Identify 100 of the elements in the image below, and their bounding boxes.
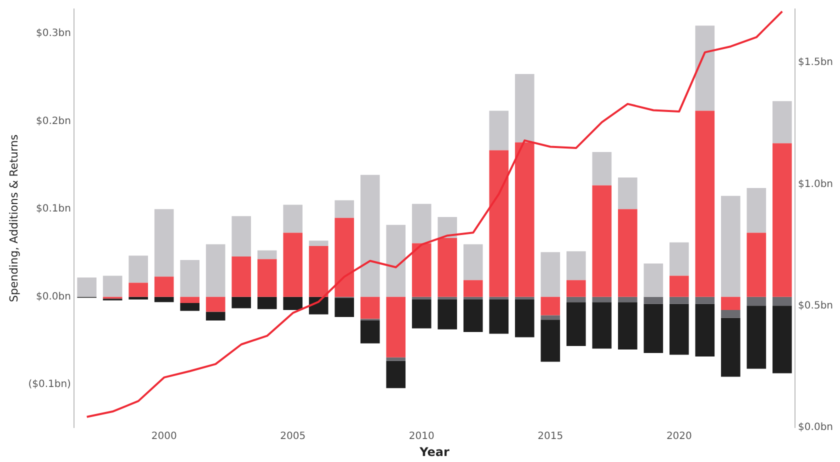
bar: [746, 296, 766, 306]
bar: [514, 74, 534, 142]
bar: [232, 256, 252, 297]
bar: [154, 276, 174, 297]
bar: [128, 282, 148, 297]
y-tick-label: ($0.1bn): [28, 379, 72, 390]
bar: [257, 250, 277, 260]
bar: [566, 302, 586, 346]
bar: [334, 218, 354, 297]
bar: [746, 232, 766, 297]
bar: [566, 251, 586, 280]
bar: [463, 244, 483, 280]
bar: [670, 296, 689, 304]
bar: [644, 263, 664, 297]
y2-tick-label: $0.0bn: [798, 422, 833, 434]
bar: [128, 256, 148, 283]
bar: [180, 260, 200, 297]
bar: [334, 200, 354, 218]
bar: [592, 185, 612, 297]
bar: [180, 296, 200, 303]
bar: [514, 299, 534, 338]
bar: [540, 252, 560, 297]
bar: [438, 238, 458, 297]
bar: [438, 299, 458, 330]
bar: [489, 299, 509, 334]
y2-tick-label: $1.0bn: [798, 178, 833, 190]
bar: [670, 304, 689, 355]
y-tick-label: $0.3bn: [36, 28, 71, 40]
bar: [412, 296, 432, 300]
bar: [695, 304, 715, 357]
bar: [540, 296, 560, 316]
bar: [206, 296, 226, 312]
x-tick-label: 2015: [538, 431, 564, 442]
y-tick-label: $0.2bn: [36, 116, 71, 127]
bar: [463, 280, 483, 297]
bar: [283, 204, 303, 233]
y-tick-label: $0.0bn: [36, 291, 71, 302]
y2-tick-label: $0.5bn: [798, 300, 833, 312]
bar: [592, 296, 612, 302]
bar: [618, 177, 638, 210]
bar: [154, 209, 174, 277]
bar: [721, 296, 740, 310]
bar: [695, 296, 715, 304]
bar: [489, 150, 509, 297]
x-tick-label: 2020: [666, 431, 692, 442]
bar: [463, 299, 483, 332]
bar: [206, 244, 226, 297]
bar: [206, 312, 226, 321]
bar: [308, 246, 328, 297]
y-axis-title: Spending, Additions & Returns: [7, 134, 20, 302]
bar: [721, 318, 740, 377]
bar: [772, 101, 792, 144]
bar: [489, 296, 509, 300]
bar: [360, 174, 380, 297]
bar: [721, 310, 740, 318]
bar: [386, 357, 406, 361]
x-axis-title: Year: [418, 444, 450, 459]
bar: [283, 232, 303, 297]
bar: [772, 306, 792, 374]
bar: [566, 296, 586, 302]
bar: [618, 296, 638, 302]
bar: [180, 302, 200, 311]
bar: [489, 110, 509, 150]
bar: [412, 299, 432, 328]
bar: [670, 276, 689, 297]
bar: [77, 278, 96, 297]
bar: [232, 216, 252, 256]
bar: [128, 296, 148, 300]
bar: [746, 306, 766, 369]
bar: [386, 296, 406, 358]
bar: [232, 296, 252, 308]
bar: [540, 315, 560, 320]
bar: [592, 152, 612, 186]
bar: [772, 143, 792, 297]
bar: [412, 243, 432, 297]
bar: [695, 110, 715, 297]
bar: [463, 296, 483, 300]
bar: [514, 142, 534, 297]
bar: [283, 296, 303, 310]
bar: [644, 296, 664, 304]
bar: [438, 216, 458, 238]
bar: [592, 302, 612, 349]
x-tick-label: 2000: [151, 431, 177, 442]
bar: [386, 224, 406, 297]
x-tick-label: 2010: [408, 431, 434, 442]
bar: [514, 296, 534, 300]
bar: [644, 304, 664, 354]
bar: [746, 188, 766, 233]
bar: [154, 296, 174, 302]
bar: [257, 296, 277, 310]
bar: [360, 296, 380, 319]
bar: [386, 360, 406, 388]
bar: [360, 320, 380, 344]
bar: [670, 242, 689, 276]
bar: [772, 296, 792, 306]
bar: [412, 204, 432, 244]
bar: [695, 26, 715, 111]
y2-tick-label: $1.5bn: [798, 57, 833, 68]
bar: [334, 298, 354, 318]
bar: [438, 296, 458, 300]
